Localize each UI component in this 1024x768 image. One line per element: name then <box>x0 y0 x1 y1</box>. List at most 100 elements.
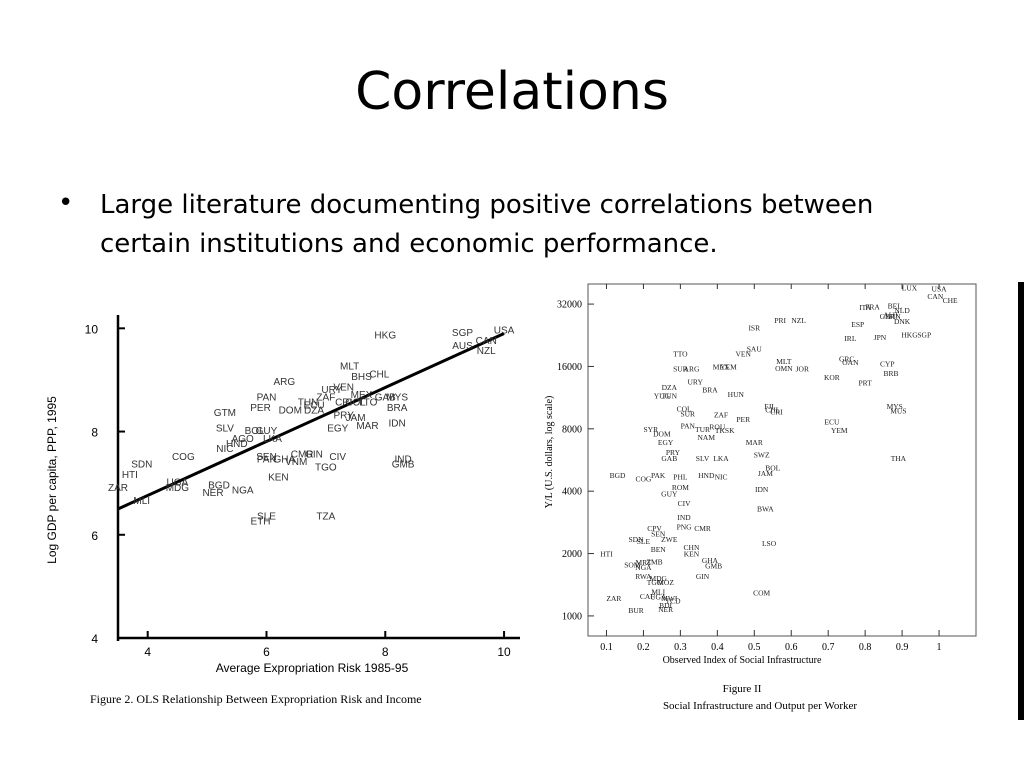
chart1-point-label: MLI <box>133 496 150 507</box>
chart1-point-label: MDG <box>166 483 190 494</box>
chart2-point-label: ZWE <box>661 535 678 544</box>
chart1-point-label: AGO <box>232 434 254 445</box>
chart1-x-tick-label: 4 <box>144 645 151 659</box>
chart2-point-label: MWI <box>661 594 678 603</box>
chart1-point-label: CHL <box>369 369 389 380</box>
chart1-point-label: TZA <box>316 511 335 522</box>
chart1-point-label: GTM <box>214 408 236 419</box>
chart2-point-label: SLE <box>637 537 651 546</box>
chart2-point-label: FRA <box>865 302 880 311</box>
chart2-point-label: PHL <box>673 473 688 482</box>
chart1-point-label: AUS <box>452 341 473 352</box>
chart1-point-label: CIV <box>329 452 346 463</box>
chart1-y-tick-label: 4 <box>91 632 98 646</box>
bullet-text: Large literature documenting positive co… <box>100 190 874 259</box>
chart2-point-label: BEN <box>651 545 667 554</box>
chart2-point-label: TGO <box>647 578 663 587</box>
chart2-point-label: CHE <box>943 296 958 305</box>
chart1-point-label: HKG <box>374 331 396 342</box>
chart2-point-label: GMB <box>705 562 722 571</box>
chart2-x-tick-label: 0.9 <box>896 642 909 653</box>
chart2-point-label: LUX <box>902 283 918 292</box>
chart2-frame <box>587 283 977 637</box>
chart1-point-label: NZL <box>477 346 496 357</box>
chart2-y-tick-label: 2000 <box>562 549 582 560</box>
chart2-point-label: NAM <box>697 433 715 442</box>
chart2-point-label: CIV <box>678 499 692 508</box>
chart2-point-label: CMR <box>694 524 711 533</box>
chart2-point-label: VEN <box>735 349 751 358</box>
chart1-point-label: HND <box>226 439 248 450</box>
chart1-y-label: Log GDP per capita, PPP, 1995 <box>45 396 59 564</box>
chart2-caption-subtitle: Social Infrastructure and Output per Wor… <box>663 700 857 712</box>
chart2-point-label: MLI <box>651 588 665 597</box>
bullet-dot-icon: • <box>58 188 74 218</box>
chart1-point-label: CMR <box>291 449 314 460</box>
chart2-point-label: JPN <box>874 333 887 342</box>
chart2-point-label: CAF <box>640 592 655 601</box>
chart1-point-label: GUY <box>256 426 278 437</box>
chart2-point-label: HND <box>698 471 715 480</box>
chart2-point-label: LSO <box>762 539 777 548</box>
chart2-point-label: MUS <box>890 407 906 416</box>
chart2-point-label: ARG <box>684 365 700 374</box>
chart1-point-label: KEN <box>268 473 289 484</box>
chart1-point-label: EGY <box>327 424 348 435</box>
chart2-point-label: MEX <box>713 362 730 371</box>
chart2-point-label: SEN <box>651 529 666 538</box>
chart2-point-label: TUR <box>695 425 710 434</box>
chart1-point-label: CRI <box>335 398 352 409</box>
chart1-y-tick-label: 8 <box>91 426 98 440</box>
chart1-point-label: IND <box>394 455 411 466</box>
chart1-point-label: TTO <box>358 398 378 409</box>
chart2-point-label: SAU <box>747 345 763 354</box>
chart2-point-label: PRI <box>774 316 786 325</box>
chart1-point-label: NGA <box>232 485 254 496</box>
chart2-point-label: MDG <box>649 574 667 583</box>
chart2-point-label: ESP <box>851 320 864 329</box>
chart2-point-label: HUN <box>728 390 745 399</box>
chart2-point-label: CAN <box>927 292 943 301</box>
chart1-point-label: PAN <box>257 393 277 404</box>
chart2-x-label: Observed Index of Social Infrastructure <box>663 655 822 666</box>
chart1-caption: Figure 2. OLS Relationship Between Expro… <box>90 692 422 706</box>
chart2-point-label: JOR <box>796 365 809 374</box>
chart1-point-label: TGO <box>315 462 337 473</box>
chart2-point-label: ZAF <box>714 410 728 419</box>
chart2-x-tick-label: 0.6 <box>785 642 798 653</box>
chart2-point-label: GIN <box>696 572 710 581</box>
chart2-point-label: SLV <box>696 454 710 463</box>
chart2-point-label: UGA <box>650 593 667 602</box>
chart2-y-tick-label: 32000 <box>557 300 582 311</box>
chart1-point-label: PAK <box>257 455 277 466</box>
chart2-point-label: PRT <box>858 378 872 387</box>
chart1-point-label: NIC <box>216 444 233 455</box>
chart2-point-label: CYP <box>880 360 895 369</box>
chart2-point-label: IRL <box>844 334 857 343</box>
chart1-x-tick-label: 6 <box>263 645 270 659</box>
chart1-point-label: NER <box>202 488 223 499</box>
chart2-x-tick-label: 0.3 <box>674 642 687 653</box>
chart1-y-tick-label: 10 <box>85 322 99 336</box>
chart2-y-tick-label: 4000 <box>562 487 582 498</box>
chart1-point-label: PER <box>250 403 271 414</box>
chart2-point-label: NGA <box>635 563 652 572</box>
chart2-point-label: YUG <box>654 391 671 400</box>
chart2-point-label: COG <box>636 475 652 484</box>
chart2-point-label: ZAR <box>606 594 621 603</box>
chart1-point-label: MYS <box>386 393 408 404</box>
chart2-y-tick-label: 1000 <box>562 611 582 622</box>
chart2-point-label: COL <box>677 405 692 414</box>
chart2-point-label: PER <box>736 415 750 424</box>
chart1-point-label: BRA <box>387 403 408 414</box>
chart1-point-label: ETH <box>251 516 271 527</box>
chart2-y-tick-label: 8000 <box>562 424 582 435</box>
chart2-point-label: BWA <box>757 504 774 513</box>
chart2-point-label: YEM <box>831 426 848 435</box>
chart2-x-tick-label: 1 <box>937 642 942 653</box>
chart2-point-label: BOL <box>765 464 780 473</box>
chart1-point-label: MAR <box>356 421 378 432</box>
chart2-point-label: OAN <box>842 358 859 367</box>
chart1-point-label: BGD <box>208 480 230 491</box>
